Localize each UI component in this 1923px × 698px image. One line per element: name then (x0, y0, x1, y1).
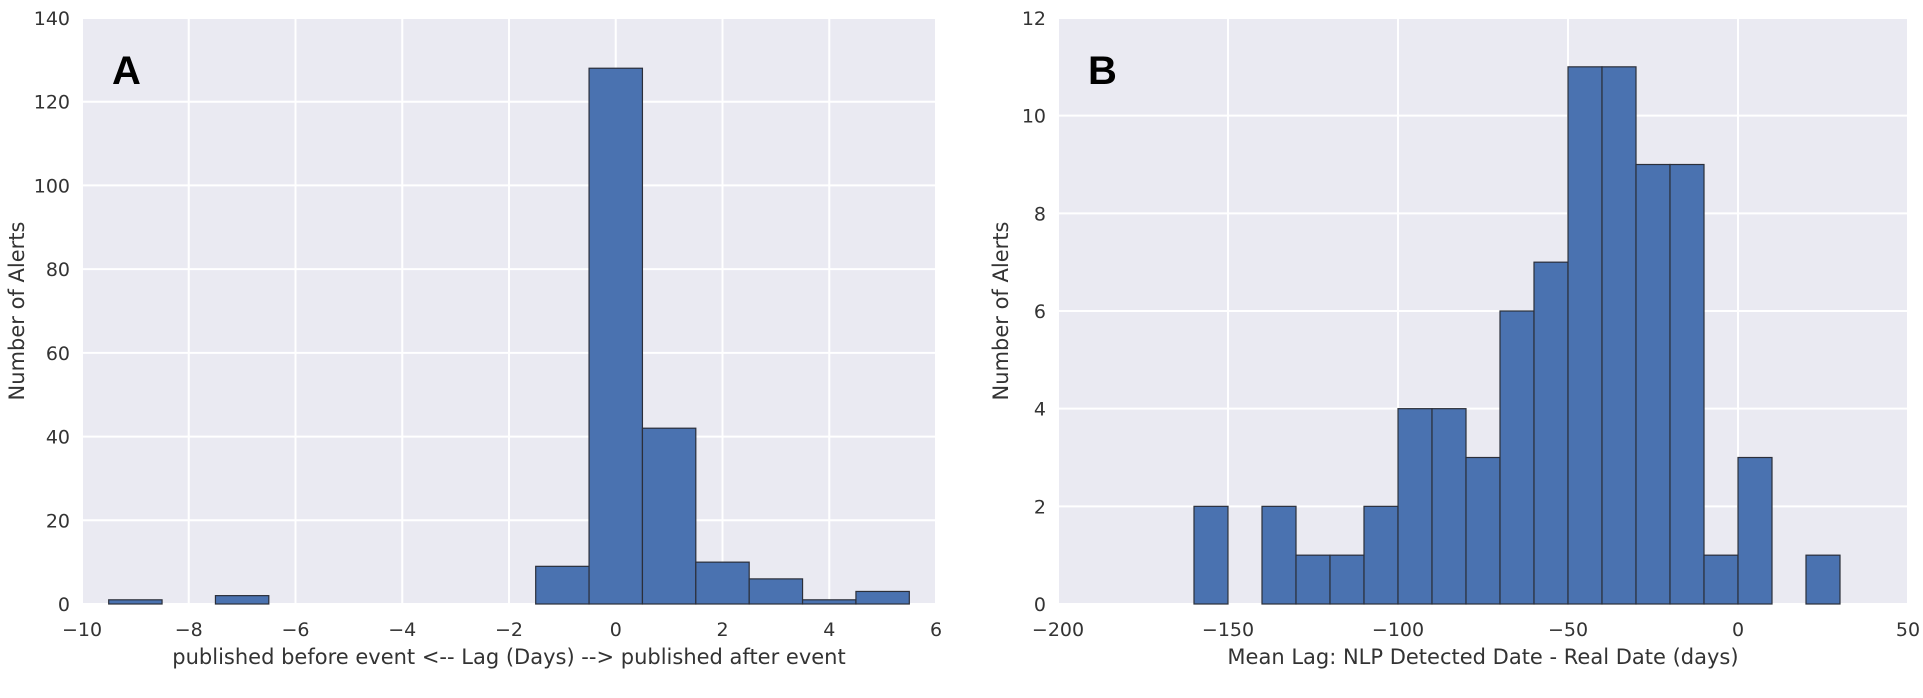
y-tick-label: 80 (46, 259, 70, 281)
y-tick-label: 12 (1022, 8, 1046, 30)
x-tick-label: −150 (1202, 619, 1254, 641)
x-tick-label: 6 (930, 619, 942, 641)
histogram-bar (535, 565, 590, 605)
histogram-bar (695, 561, 750, 605)
y-tick-label: 60 (46, 343, 70, 365)
histogram-bar (1533, 261, 1569, 605)
histogram-bar (1295, 554, 1331, 605)
histogram-bar (1431, 408, 1467, 605)
x-tick-label: 2 (716, 619, 728, 641)
histogram-bar (1567, 66, 1603, 605)
histogram-bar (1397, 408, 1433, 605)
x-axis-label-b: Mean Lag: NLP Detected Date - Real Date … (1227, 645, 1738, 669)
x-axis-label-a: published before event <-- Lag (Days) --… (172, 645, 845, 669)
y-tick-label: 120 (34, 92, 70, 114)
x-tick-label: 50 (1896, 619, 1920, 641)
bars-a (108, 67, 910, 605)
panel-label-a: A (112, 49, 141, 93)
histogram-bar (1363, 505, 1399, 605)
y-tick-label: 20 (46, 510, 70, 532)
y-ticks-a: 0 20 40 60 80 100 120 140 (34, 8, 70, 616)
histogram-bar (748, 578, 804, 605)
y-tick-label: 10 (1022, 106, 1046, 128)
histogram-bar (641, 427, 697, 605)
x-tick-label: −6 (281, 619, 309, 641)
histogram-bar (1703, 554, 1739, 605)
x-ticks-b: −200 −150 −100 −50 0 50 (1032, 619, 1920, 641)
y-tick-label: 8 (1034, 203, 1046, 225)
x-tick-label: −50 (1548, 619, 1588, 641)
y-tick-label: 6 (1034, 301, 1046, 323)
y-tick-label: 100 (34, 175, 70, 197)
y-tick-label: 40 (46, 427, 70, 449)
histogram-bar (1601, 66, 1637, 605)
x-tick-label: 0 (610, 619, 622, 641)
y-tick-label: 140 (34, 8, 70, 30)
x-tick-label: −8 (175, 619, 203, 641)
histogram-bar (1635, 163, 1671, 605)
histogram-bar (1329, 554, 1365, 605)
x-tick-label: −200 (1032, 619, 1084, 641)
histogram-bar (588, 67, 644, 605)
histogram-bar (855, 590, 910, 605)
y-tick-label: 0 (1034, 594, 1046, 616)
histogram-bar (1669, 163, 1705, 605)
x-ticks-a: −10 −8 −6 −4 −2 0 2 4 6 (62, 619, 942, 641)
histogram-bar (1465, 456, 1501, 605)
y-tick-label: 0 (58, 594, 70, 616)
histogram-bar (801, 599, 857, 605)
histogram-bar (1499, 310, 1535, 605)
histogram-bar (108, 599, 163, 605)
x-tick-label: −2 (495, 619, 523, 641)
x-tick-label: 0 (1732, 619, 1744, 641)
y-ticks-b: 0 2 4 6 8 10 12 (1022, 8, 1046, 616)
histogram-bar (1737, 456, 1773, 605)
y-tick-label: 4 (1034, 399, 1046, 421)
x-tick-label: −100 (1372, 619, 1424, 641)
x-tick-label: 4 (823, 619, 835, 641)
y-tick-label: 2 (1034, 496, 1046, 518)
histogram-bar (1805, 554, 1841, 605)
x-tick-label: −10 (62, 619, 102, 641)
histogram-panel-a: −10 −8 −6 −4 −2 0 2 4 6 0 20 40 60 80 100 120 140 A pub… (5, 8, 942, 669)
y-axis-label-b: Number of Alerts (989, 222, 1013, 401)
x-tick-label: −4 (388, 619, 416, 641)
histogram-bar (1261, 505, 1297, 605)
histogram-bar (214, 595, 270, 605)
y-axis-label-a: Number of Alerts (5, 222, 29, 401)
bars-b (1193, 66, 1841, 605)
histogram-panel-b: −200 −150 −100 −50 0 50 0 2 4 6 8 10 12 B Mean Lag:… (989, 8, 1920, 669)
panel-label-b: B (1088, 49, 1117, 93)
histogram-bar (1193, 505, 1229, 605)
